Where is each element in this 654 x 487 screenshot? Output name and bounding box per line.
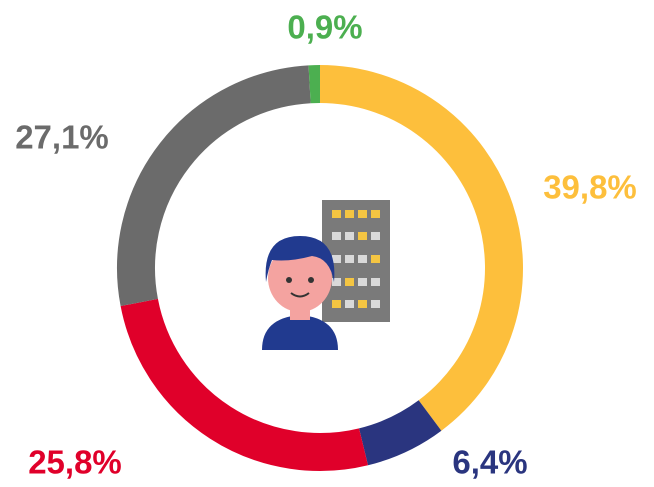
- data-label: 0,9%: [287, 9, 362, 46]
- data-label: 27,1%: [15, 119, 109, 156]
- data-label: 25,8%: [28, 444, 122, 481]
- donut-segment: [319, 65, 523, 431]
- center-icon: [262, 200, 390, 350]
- data-label: 39,8%: [543, 169, 637, 206]
- donut-segment: [358, 399, 442, 466]
- donut-segment: [117, 65, 311, 307]
- data-label: 6,4%: [452, 444, 527, 481]
- donut-segment: [120, 298, 368, 471]
